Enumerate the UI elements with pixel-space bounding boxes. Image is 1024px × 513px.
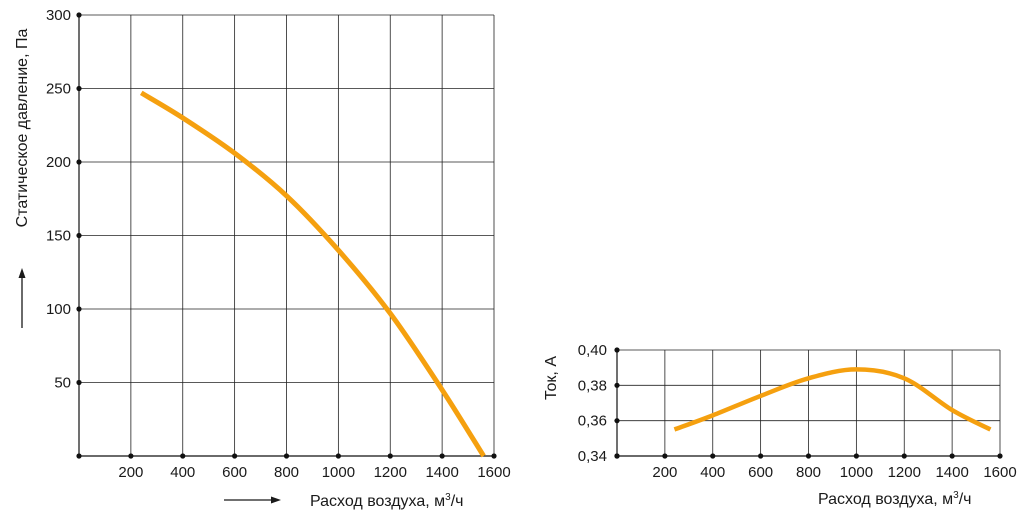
pressure-y-tick-label: 200: [46, 154, 71, 171]
pressure-y-tick-label: 50: [54, 375, 71, 392]
pressure-x-tick-label: 1200: [374, 464, 407, 481]
current-tick-labels: 200 400 600 800 1000 1200 1400 1600 0,34 0,36 0,38…: [578, 342, 1017, 481]
current-origin-dot: [614, 453, 620, 459]
pressure-y-arrow: [18, 268, 26, 328]
pressure-x-tick-label: 1400: [425, 464, 458, 481]
pressure-y-tick-dot: [76, 12, 82, 18]
pressure-x-axis-label: Расход воздуха, м3/ч: [310, 492, 464, 510]
pressure-y-tick-label: 150: [46, 228, 71, 245]
pressure-x-tick-label: 600: [222, 464, 247, 481]
pressure-y-tick-label: 300: [46, 7, 71, 24]
current-y-tick-label: 0,40: [578, 342, 607, 359]
current-x-tick-label: 1400: [935, 464, 968, 481]
pressure-x-tick-label: 200: [118, 464, 143, 481]
pressure-y-tick-label: 250: [46, 81, 71, 98]
current-y-tick-label: 0,34: [578, 448, 607, 465]
current-x-tick-label: 400: [700, 464, 725, 481]
pressure-y-tick-label: 100: [46, 301, 71, 318]
current-y-tick-label: 0,36: [578, 413, 607, 430]
pressure-origin-dot: [76, 453, 82, 459]
current-grid: [617, 349, 1001, 457]
pressure-tick-labels: 200 400 600 800 1000 1200 1400 1600 50 100 150 200 2…: [46, 7, 511, 481]
pressure-x-tick-label: 1000: [322, 464, 355, 481]
current-x-tick-label: 1000: [840, 464, 873, 481]
current-x-tick-label: 800: [796, 464, 821, 481]
current-curve: [673, 367, 992, 432]
current-x-tick-label: 1200: [888, 464, 921, 481]
pressure-x-arrow: [224, 496, 281, 504]
current-y-tick-label: 0,38: [578, 377, 607, 394]
current-x-axis-label: Расход воздуха, м3/ч: [818, 490, 972, 508]
pressure-curve-group: [139, 90, 486, 458]
current-x-tick-label: 200: [652, 464, 677, 481]
current-curve-group: [673, 367, 992, 432]
current-chart: 200 400 600 800 1000 1200 1400 1600 0,34 0,36 0,38…: [543, 342, 1017, 508]
pressure-y-axis-label: Статическое давление, Па: [14, 29, 31, 228]
pressure-grid: [79, 14, 495, 456]
pressure-chart: 200 400 600 800 1000 1200 1400 1600 50 100 150 200 2…: [14, 7, 511, 510]
current-y-axis-label: Ток, А: [543, 356, 560, 400]
current-x-tick-label: 1600: [983, 464, 1016, 481]
pressure-curve: [139, 90, 486, 458]
current-axes: [614, 347, 1003, 459]
pressure-x-tick-label: 400: [170, 464, 195, 481]
pressure-x-tick-label: 1600: [477, 464, 510, 481]
pressure-x-tick-label: 800: [274, 464, 299, 481]
current-x-tick-label: 600: [748, 464, 773, 481]
pressure-axes: [76, 12, 497, 459]
